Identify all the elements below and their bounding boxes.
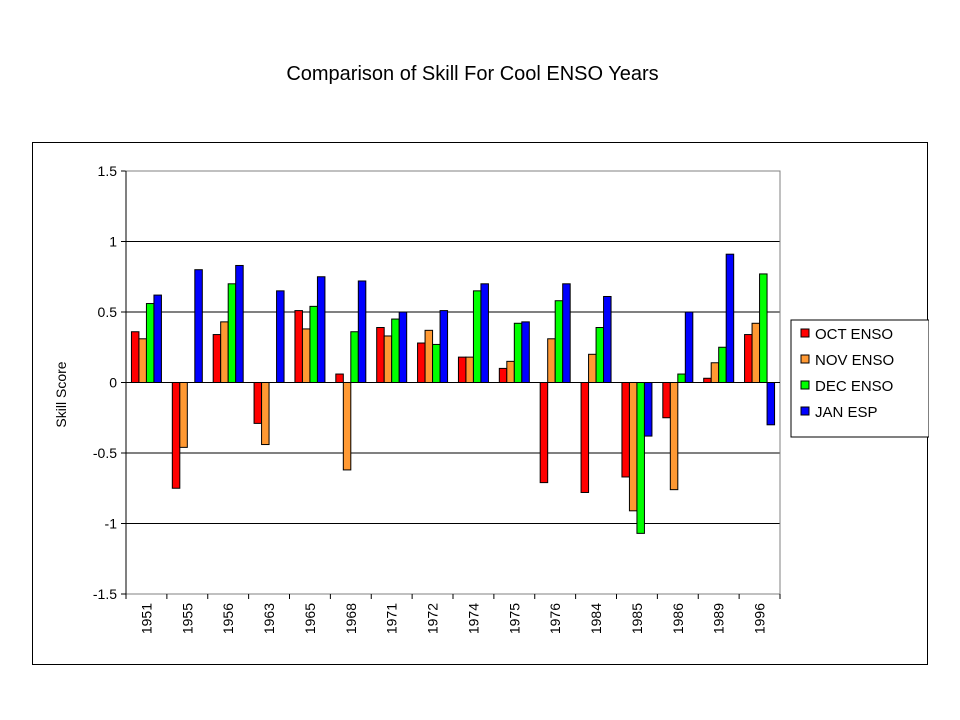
bar [309,305,318,383]
bar [636,382,645,534]
y-axis-title: Skill Score [53,361,69,427]
bar [424,329,434,383]
bar [684,311,694,383]
bar [480,283,489,383]
legend-swatch [800,354,810,364]
bar [554,300,564,383]
bar [472,290,482,384]
bar [294,310,303,383]
bar [621,382,630,478]
legend-swatch [800,406,810,416]
bar [301,328,311,383]
x-tick-label: 1986 [670,603,686,634]
legend-label: DEC ENSO [815,378,893,395]
bar [376,327,385,383]
x-tick-label: 1976 [547,603,563,634]
y-tick-label: 1.5 [98,163,118,179]
bar [220,321,229,383]
x-tick-label: 1985 [629,603,645,634]
bar [710,362,720,383]
bar [744,334,753,383]
x-tick-label: 1955 [179,603,195,634]
y-tick-label: 0.5 [98,304,118,320]
bar [194,269,203,383]
bar [751,322,761,383]
page-title: Comparison of Skill For Cool ENSO Years [286,63,659,85]
bar [588,353,597,384]
bar [457,356,467,383]
bar [669,382,679,491]
bar [580,382,590,493]
bar [417,342,426,384]
x-tick-label: 1965 [302,603,318,634]
bar [439,310,449,383]
x-tick-label: 1974 [465,603,481,634]
bar [513,322,523,383]
bar [145,303,155,383]
bar [130,331,140,384]
bar [766,382,776,426]
x-tick-label: 1956 [220,603,236,634]
x-tick-label: 1951 [138,603,154,634]
bar [253,382,263,424]
bar [235,264,244,383]
bar [391,318,400,384]
chart-frame: 1.5 1 0.5 0 -0.5 -1 -1.5 1951 1955 1956 1963 1965 19… [32,142,929,665]
legend-swatch [800,380,810,390]
bar [153,294,162,383]
x-tick-label: 1989 [711,603,727,634]
x-tick-label: 1963 [261,603,277,634]
x-tick-label: 1996 [752,603,768,634]
bar-chart: 1.5 1 0.5 0 -0.5 -1 -1.5 1951 1955 1956 1963 1965 19… [53,163,929,634]
bar [498,367,508,383]
legend-label: NOV ENSO [815,352,894,369]
legend-label: JAN ESP [815,404,878,421]
bar [357,280,367,383]
legend [790,319,929,438]
bar [171,382,181,489]
bar [342,382,352,471]
bar [506,360,515,384]
bar [227,283,237,383]
x-tick-label: 1968 [343,603,359,634]
bar [595,327,605,383]
y-tick-label: -1.5 [93,586,117,602]
bar [212,334,222,383]
y-tick-label: -0.5 [93,445,117,461]
bar [179,382,188,448]
bar [718,346,727,383]
bar [643,382,653,437]
x-tick-label: 1984 [588,603,604,634]
bar [521,321,530,383]
bar [398,311,408,383]
bar [759,273,768,383]
x-tick-label: 1975 [506,603,522,634]
bar [138,338,147,383]
bar [276,290,285,384]
bar [703,377,712,384]
bar [662,382,671,419]
bar [383,335,393,383]
y-tick-label: 1 [109,234,117,250]
bar [316,276,326,383]
bar [725,253,735,383]
bar [539,382,549,484]
x-tick-label: 1972 [425,603,441,634]
bar [562,283,571,383]
bar [628,382,638,512]
legend-swatch [800,328,810,338]
bar [335,373,344,383]
bar [350,331,359,384]
bar [603,295,612,384]
legend-label: OCT ENSO [815,326,893,343]
bar [547,338,556,383]
y-tick-label: 0 [109,375,117,391]
bar [465,356,474,383]
y-tick-label: -1 [105,516,118,532]
bar [261,382,270,446]
x-tick-label: 1971 [384,603,400,634]
bar [432,343,441,383]
bar [677,373,686,383]
